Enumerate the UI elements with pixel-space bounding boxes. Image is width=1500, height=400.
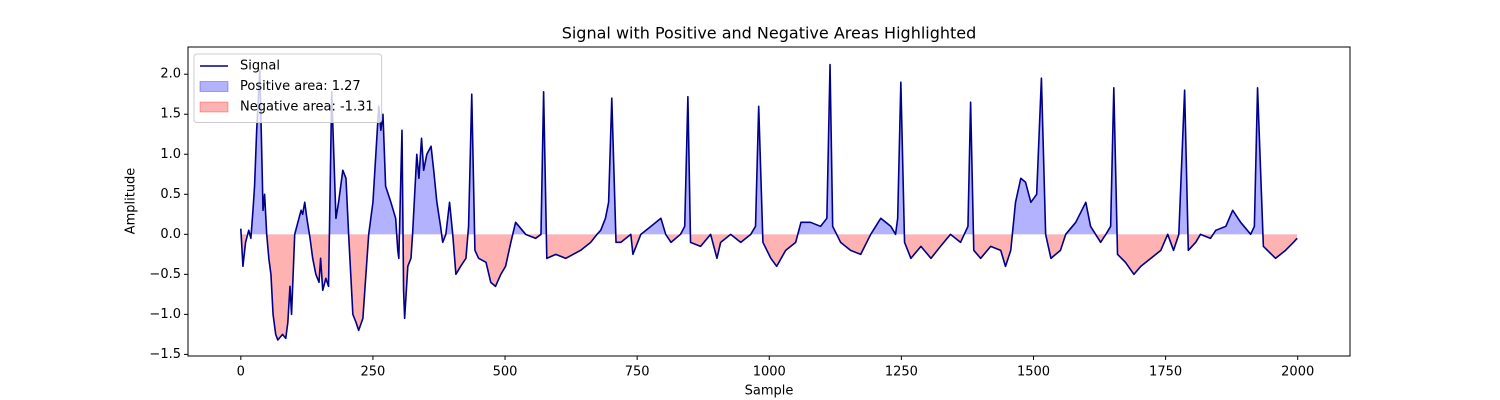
y-tick-label: −1.0	[149, 307, 181, 322]
x-tick-label: 250	[361, 365, 386, 380]
legend-patch	[199, 101, 229, 113]
y-axis-label: Amplitude	[124, 168, 139, 235]
y-tick-label: −0.5	[149, 267, 181, 282]
chart-title: Signal with Positive and Negative Areas …	[562, 24, 977, 43]
y-tick-label: 0.0	[160, 227, 181, 242]
x-tick-label: 1000	[753, 365, 786, 380]
y-tick-label: 1.5	[160, 107, 181, 122]
x-tick-label: 750	[625, 365, 650, 380]
signal-line	[240, 63, 1298, 341]
y-tick-label: 0.5	[160, 187, 181, 202]
fill-area	[241, 234, 1298, 340]
y-tick-label: 2.0	[160, 67, 181, 82]
x-tick-label: 0	[237, 365, 245, 380]
y-tick-label: 1.0	[160, 147, 181, 162]
legend-box	[193, 53, 383, 123]
x-tick-label: 2000	[1281, 365, 1314, 380]
x-tick-label: 1500	[1017, 365, 1050, 380]
fill-area	[240, 64, 1298, 235]
x-tick-label: 500	[493, 365, 518, 380]
x-tick-label: 1250	[885, 365, 918, 380]
legend-label: Positive area: 1.27	[240, 79, 361, 94]
legend-label: Negative area: -1.31	[240, 100, 374, 115]
x-axis-label: Sample	[745, 384, 794, 399]
x-tick-label: 1750	[1149, 365, 1182, 380]
legend: Signal Positive area: 1.27 Negative area: …	[193, 53, 383, 123]
legend-label: Signal	[240, 59, 280, 74]
legend-patch	[199, 81, 229, 92]
y-tick-label: −1.5	[149, 347, 181, 362]
